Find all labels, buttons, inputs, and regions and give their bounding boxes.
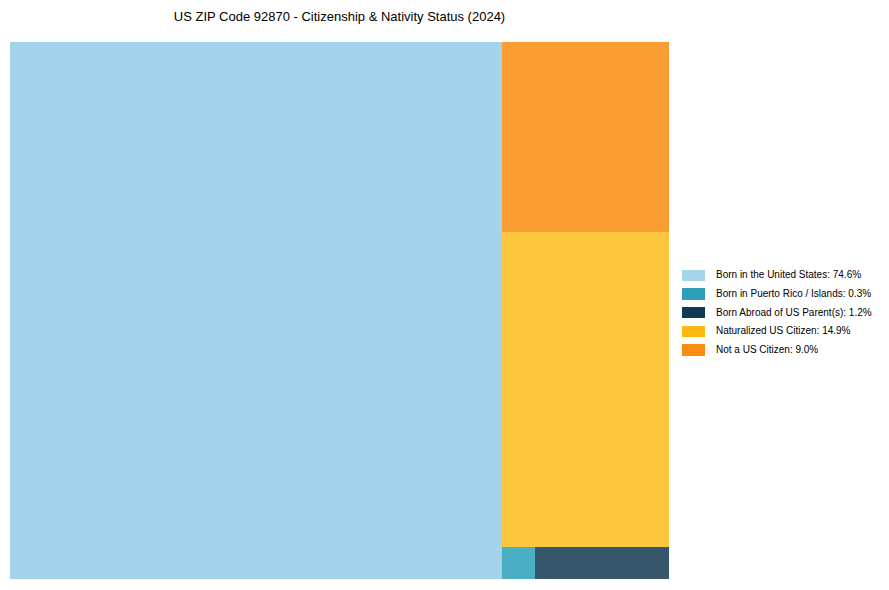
- legend-item-born-abroad: Born Abroad of US Parent(s): 1.2%: [682, 303, 872, 322]
- treemap-tile-born-abroad: [535, 547, 669, 579]
- legend-swatch-born-in-us: [682, 270, 705, 282]
- treemap-plot: [10, 42, 669, 579]
- legend-label-born-puerto-rico: Born in Puerto Rico / Islands: 0.3%: [716, 289, 871, 299]
- legend-label-naturalized: Naturalized US Citizen: 14.9%: [716, 326, 851, 336]
- legend-swatch-born-abroad: [682, 307, 705, 319]
- legend-swatch-naturalized: [682, 326, 705, 338]
- legend-label-not-citizen: Not a US Citizen: 9.0%: [716, 345, 818, 355]
- treemap-tile-not-citizen: [502, 42, 669, 232]
- legend-label-born-in-us: Born in the United States: 74.6%: [716, 270, 861, 280]
- legend-item-born-in-us: Born in the United States: 74.6%: [682, 266, 872, 285]
- legend-item-naturalized: Naturalized US Citizen: 14.9%: [682, 322, 872, 341]
- chart-title: US ZIP Code 92870 - Citizenship & Nativi…: [10, 9, 669, 24]
- legend-swatch-not-citizen: [682, 344, 705, 356]
- legend-item-born-puerto-rico: Born in Puerto Rico / Islands: 0.3%: [682, 285, 872, 304]
- legend-label-born-abroad: Born Abroad of US Parent(s): 1.2%: [716, 308, 872, 318]
- citizenship-treemap-figure: US ZIP Code 92870 - Citizenship & Nativi…: [0, 0, 889, 590]
- legend: Born in the United States: 74.6% Born in…: [682, 266, 872, 359]
- treemap-tile-naturalized: [502, 232, 669, 547]
- legend-swatch-born-puerto-rico: [682, 288, 705, 300]
- legend-item-not-citizen: Not a US Citizen: 9.0%: [682, 341, 872, 360]
- treemap-tile-born-puerto-rico: [502, 547, 535, 579]
- treemap-tile-born-in-us: [10, 42, 502, 579]
